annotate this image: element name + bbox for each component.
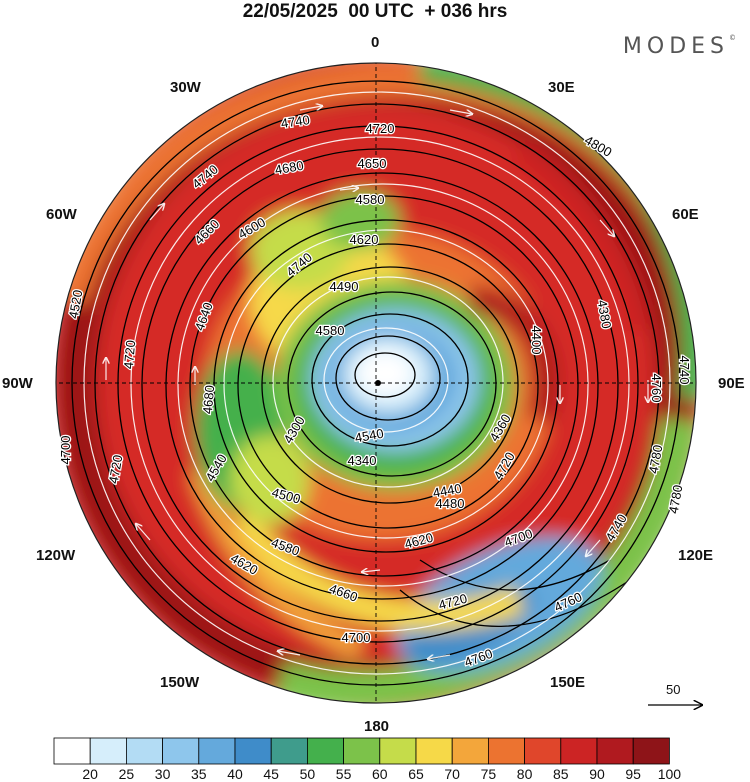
lon-label-180: 180 (364, 718, 390, 735)
contour-label: 4340 (348, 453, 377, 468)
lon-label-150w: 150W (160, 674, 200, 691)
colorbar-tick-label: 50 (299, 766, 316, 782)
colorbar-swatch (487, 737, 525, 765)
contour-label: 4700 (58, 436, 73, 465)
map-title: 22/05/2025 00 UTC + 036 hrs (242, 1, 508, 22)
colorbar-tick-label: 25 (118, 766, 135, 782)
lon-label-120e: 120E (678, 547, 714, 564)
lon-label-90e: 90E (718, 375, 745, 392)
colorbar-tick-label: 100 (657, 766, 682, 782)
colorbar-swatch (451, 737, 489, 765)
contour-label: 4580 (316, 323, 345, 338)
colorbar-tick-label: 45 (263, 766, 279, 782)
colorbar-tick-label: 95 (625, 766, 641, 782)
colorbar-tick-label: 40 (227, 766, 243, 782)
contour-label: 4380 (595, 299, 615, 330)
colorbar-swatch (415, 737, 453, 765)
contour-label: 4780 (646, 444, 666, 475)
brand-logo: MODES© (623, 34, 736, 59)
colorbar-tick-label: 75 (480, 766, 497, 782)
contour-label: 4490 (330, 279, 359, 294)
contour-label: 4620 (350, 232, 379, 247)
contour-label: 4400 (529, 326, 544, 355)
colorbar-tick-label: 85 (553, 766, 569, 782)
contour-label: 4440 (432, 481, 463, 501)
lon-label-90w: 90W (2, 375, 33, 392)
contour-label: 4720 (366, 121, 395, 136)
colorbar-tick-label: 80 (516, 766, 533, 782)
contour-label: 4740 (677, 356, 692, 385)
contour-label: 4480 (436, 496, 465, 511)
contour-label: 4740 (280, 112, 311, 131)
colorbar-tick-label: 90 (589, 766, 605, 782)
colorbar-tick-label: 70 (444, 766, 460, 782)
lon-label-30w: 30W (170, 79, 201, 96)
contour-label: 4760 (649, 374, 664, 403)
colorbar-swatch (53, 737, 91, 765)
colorbar-swatch (560, 737, 598, 765)
colorbar-tick-label: 60 (372, 766, 388, 782)
colorbar-swatch (306, 737, 344, 765)
colorbar-swatch (524, 737, 562, 765)
colorbar-tick-label: 20 (82, 766, 98, 782)
colorbar-swatch (379, 737, 417, 765)
colorbar-tick-label: 55 (335, 766, 352, 782)
lon-label-120w: 120W (36, 547, 76, 564)
colorbar-swatch (89, 737, 127, 765)
height-contours (71, 80, 681, 686)
contour-label: 4540 (354, 426, 385, 446)
lon-label-30e: 30E (548, 79, 575, 96)
map-boundary (55, 62, 697, 704)
contour-label: 4680 (274, 158, 305, 178)
colorbar-tick-label: 35 (191, 766, 207, 782)
lon-label-0: 0 (371, 34, 380, 51)
colorbar-swatch (162, 737, 200, 765)
contour-label: 4520 (66, 289, 86, 320)
contour-label: 4680 (200, 385, 217, 415)
colorbar-tick-label: 30 (154, 766, 171, 782)
colorbar-swatch (343, 737, 381, 765)
north-pole-marker (375, 380, 381, 386)
colorbar-swatch (126, 737, 164, 765)
lon-label-60e: 60E (672, 206, 699, 223)
contour-label: 4780 (666, 484, 686, 515)
colorbar (53, 737, 670, 765)
reference-vector-label: 50 (666, 682, 681, 697)
colorbar-swatch (270, 737, 308, 765)
lon-label-150e: 150E (550, 674, 586, 691)
brand-text: MODES (622, 34, 729, 59)
contour-label: 4700 (342, 630, 371, 645)
contour-label: 4720 (121, 340, 138, 370)
colorbar-swatch (198, 737, 236, 765)
colorbar-tick-label: 65 (408, 766, 424, 782)
lon-label-60w: 60W (46, 206, 77, 223)
contour-label: 4650 (358, 156, 387, 171)
contour-label: 4720 (106, 454, 126, 485)
colorbar-swatch (632, 737, 670, 765)
colorbar-swatch (234, 737, 272, 765)
brand-mark: © (729, 34, 736, 42)
contour-label: 4580 (356, 192, 385, 207)
colorbar-swatch (596, 737, 634, 765)
